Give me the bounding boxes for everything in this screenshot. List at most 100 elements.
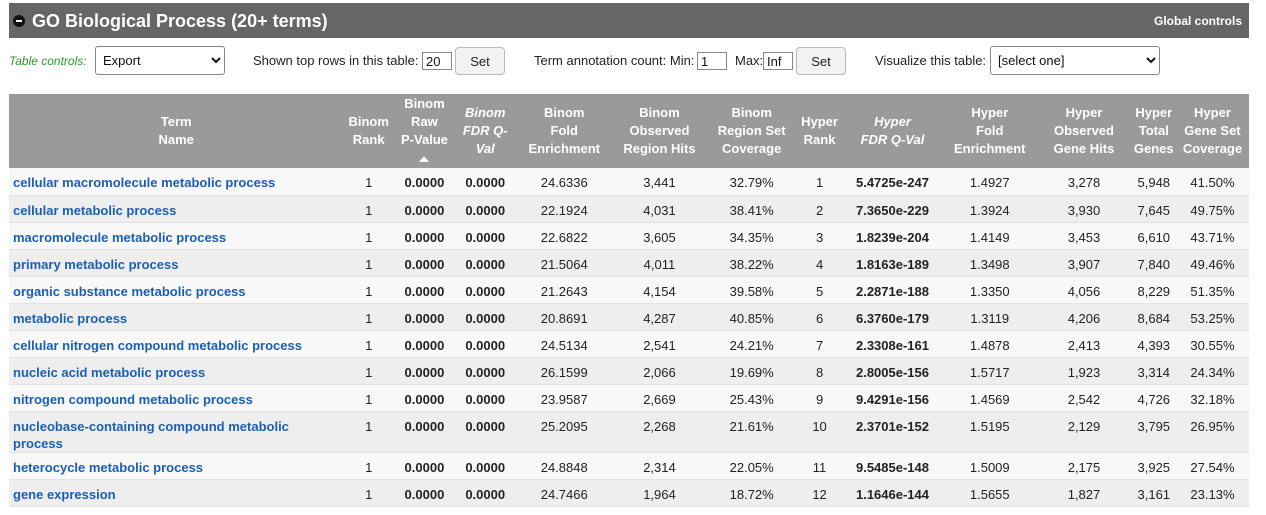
term-link[interactable]: macromolecule metabolic process [13,229,227,245]
term-link[interactable]: cellular macromolecule metabolic process [13,175,276,190]
table-cell: 2 [797,195,842,223]
table-cell: 5.4725e-247 [841,168,944,196]
table-cell: 0.0000 [394,303,455,331]
table-cell: 0.0000 [394,452,455,480]
term-link[interactable]: cellular nitrogen compound metabolic pro… [13,337,302,353]
results-table: Term Name Binom Rank Binom Raw P-Value Binom FDR… [9,94,1249,507]
visualize-select[interactable]: [select one] [990,46,1160,75]
column-header-label: Name [158,132,194,147]
table-cell: 24.21% [706,330,798,358]
table-cell: 40.85% [706,303,798,331]
global-controls-link[interactable]: Global controls [1153,14,1242,28]
table-cell: 21.5064 [515,249,613,277]
table-row: gene expression 1 0.0000 0.0000 24.7466 1,964… [9,479,1249,507]
column-header-label: Binom [544,105,585,120]
column-header-label: Region Hits [623,141,696,156]
set-count-button[interactable]: Set [796,47,846,75]
table-cell: 1.3350 [943,276,1037,304]
table-cell: 4,206 [1036,303,1132,331]
column-header[interactable]: Hyper Total Genes [1131,94,1176,168]
table-cell: 4,726 [1131,384,1176,412]
term-link[interactable]: organic substance metabolic process [13,283,246,299]
column-header[interactable]: Hyper Observed Gene Hits [1036,94,1132,168]
table-cell: 3,907 [1036,249,1132,277]
column-header-label: Term [160,114,192,129]
collapse-icon[interactable] [13,15,25,27]
column-header[interactable]: Binom Rank [343,94,395,168]
column-header[interactable]: Hyper FDR Q-Val [841,94,944,168]
column-header-label: Fold [550,123,578,138]
table-cell: 1.5655 [943,479,1037,507]
column-header-label: FDR Q-Val [462,123,508,156]
term-name-cell: nucleobase-containing compound metabolic… [9,411,344,453]
column-header[interactable]: Hyper Rank [797,94,842,168]
column-header[interactable]: Binom Region Set Coverage [706,94,798,168]
table-row: heterocycle metabolic process 1 0.0000 0.00… [9,452,1249,480]
term-link[interactable]: gene expression [13,486,116,502]
table-cell: 7,840 [1131,249,1176,277]
table-row: primary metabolic process 1 0.0000 0.0000 21… [9,249,1249,277]
table-cell: 3,314 [1131,357,1176,385]
column-header[interactable]: Term Name [9,94,344,168]
table-cell: 1 [343,195,395,223]
column-header[interactable]: Binom Raw P-Value [394,94,455,168]
table-cell: 0.0000 [454,330,516,358]
term-name-cell: heterocycle metabolic process [9,452,344,480]
term-link[interactable]: cellular metabolic process [13,202,177,218]
set-rows-button[interactable]: Set [455,47,505,75]
term-link[interactable]: nitrogen compound metabolic process [13,391,253,407]
table-cell: 53.25% [1175,303,1249,331]
table-cell: 5 [797,276,842,304]
term-name-cell: macromolecule metabolic process [9,222,344,250]
column-header[interactable]: Binom Fold Enrichment [515,94,613,168]
table-cell: 0.0000 [394,411,455,453]
table-cell: 1 [797,168,842,196]
term-name-cell: cellular metabolic process [9,195,344,223]
column-header[interactable]: Hyper Fold Enrichment [943,94,1037,168]
table-cell: 3 [797,222,842,250]
column-header[interactable]: Binom Observed Region Hits [612,94,707,168]
shown-rows-input[interactable] [422,52,452,70]
table-cell: 4 [797,249,842,277]
term-name-cell: cellular nitrogen compound metabolic pro… [9,330,344,358]
min-count-input[interactable] [697,52,727,70]
table-cell: 1,923 [1036,357,1132,385]
column-header-label: Raw [411,114,438,129]
term-link[interactable]: nucleic acid metabolic process [13,364,206,380]
term-name-cell: nucleic acid metabolic process [9,357,344,385]
max-count-label: Max: [735,53,764,68]
column-header-label: Binom [464,105,506,120]
max-count-input[interactable] [763,52,793,70]
table-cell: 1 [343,276,395,304]
column-header-label: Total [1138,123,1169,138]
table-cell: 1.3498 [943,249,1037,277]
table-cell: 1.4878 [943,330,1037,358]
table-cell: 1.4149 [943,222,1037,250]
column-header-label: Coverage [722,141,782,156]
table-cell: 27.54% [1175,452,1249,480]
term-name-cell: gene expression [9,479,344,507]
table-cell: 4,393 [1131,330,1176,358]
table-row: nucleic acid metabolic process 1 0.0000 0.0… [9,357,1249,385]
term-link[interactable]: primary metabolic process [13,256,179,272]
table-cell: 0.0000 [394,249,455,277]
table-cell: 11 [797,452,842,480]
term-link[interactable]: heterocycle metabolic process [13,459,204,475]
table-cell: 5,948 [1131,168,1176,196]
table-cell: 18.72% [706,479,798,507]
table-cell: 0.0000 [394,276,455,304]
term-name-cell: organic substance metabolic process [9,276,344,304]
table-cell: 2,268 [612,411,707,453]
table-row: metabolic process 1 0.0000 0.0000 20.8691 4,2… [9,303,1249,331]
table-cell: 24.7466 [515,479,613,507]
column-header[interactable]: Binom FDR Q-Val [454,94,516,168]
term-link[interactable]: nucleobase-containing compound metabolic… [13,418,289,451]
table-cell: 1 [343,411,395,453]
table-cell: 41.50% [1175,168,1249,196]
table-cell: 3,161 [1131,479,1176,507]
column-header[interactable]: Hyper Gene Set Coverage [1175,94,1249,168]
table-cell: 32.18% [1175,384,1249,412]
export-select[interactable]: Export [95,46,225,75]
table-cell: 21.61% [706,411,798,453]
term-link[interactable]: metabolic process [13,310,128,326]
